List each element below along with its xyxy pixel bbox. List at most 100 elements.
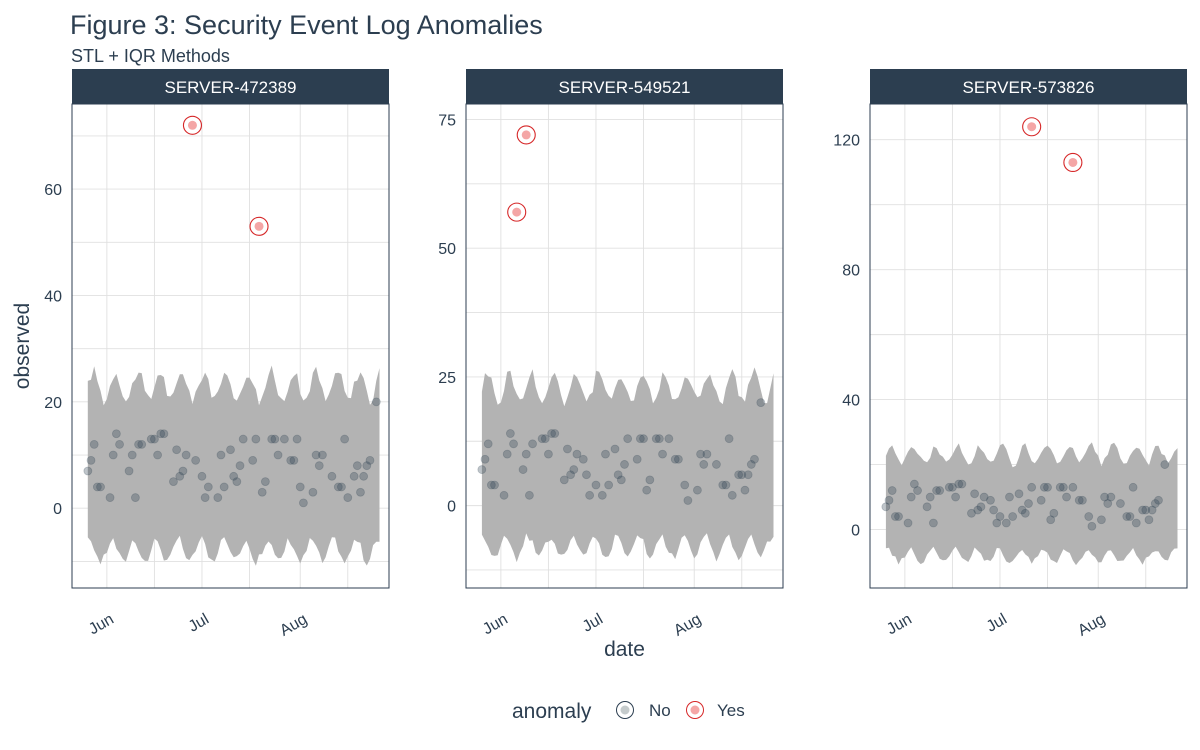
panel-border	[869, 103, 1188, 589]
data-point	[746, 460, 756, 469]
data-point	[620, 460, 629, 469]
x-tick-label: Jun	[884, 611, 915, 639]
facet-panel-2: SERVER-549521 0 25 50 75 Jun Jul Aug date	[438, 69, 784, 661]
data-point	[1138, 505, 1148, 515]
data-point	[1147, 505, 1157, 515]
data-point	[137, 439, 147, 449]
anomaly-point	[1022, 117, 1042, 137]
legend-label-no: No	[649, 701, 671, 720]
anomaly-ring	[516, 125, 536, 145]
data-point	[712, 460, 721, 469]
data-point	[957, 479, 967, 489]
y-axis-title: observed	[11, 303, 34, 389]
data-point	[525, 490, 534, 500]
data-point	[986, 495, 995, 505]
y-tick-label: 80	[842, 263, 860, 280]
y-tick-label: 75	[438, 112, 456, 129]
data-point	[881, 502, 891, 512]
x-tick-label: Jul	[186, 611, 212, 636]
panel-border	[465, 103, 784, 589]
anomaly-point	[249, 216, 269, 236]
x-tick-label: Jun	[86, 611, 117, 639]
data-point	[884, 495, 894, 505]
data-point	[651, 434, 661, 444]
data-point	[89, 439, 99, 449]
data-point	[181, 450, 191, 460]
legend-no-ring	[616, 701, 634, 719]
data-point	[632, 454, 642, 464]
data-point	[352, 461, 362, 471]
data-point	[1036, 495, 1046, 505]
data-point	[906, 492, 916, 502]
data-point	[115, 439, 124, 449]
anomaly-point	[182, 115, 203, 135]
data-point	[337, 482, 346, 492]
data-point	[721, 480, 731, 490]
panel-border	[71, 103, 390, 589]
data-point	[153, 450, 162, 460]
x-tick-label: Jul	[984, 611, 1010, 636]
data-point	[216, 450, 226, 460]
expected-range-band	[87, 365, 380, 566]
data-point	[973, 505, 983, 515]
data-point	[1150, 499, 1160, 508]
data-point	[1046, 515, 1056, 525]
facet-strip-label: SERVER-549521	[559, 78, 691, 97]
data-point	[1144, 515, 1154, 525]
data-point	[572, 449, 582, 459]
data-point	[1097, 515, 1106, 525]
data-point	[1058, 482, 1068, 492]
data-point	[680, 480, 690, 490]
data-point	[1043, 482, 1052, 492]
data-point	[477, 465, 487, 474]
data-point	[359, 471, 369, 481]
data-point	[597, 490, 607, 500]
data-point	[1128, 482, 1138, 492]
data-point	[635, 434, 645, 444]
data-point	[569, 465, 579, 474]
data-point	[169, 477, 178, 487]
data-point	[1049, 508, 1059, 518]
data-point	[1017, 505, 1027, 515]
expected-range-band	[481, 367, 774, 563]
data-point	[1008, 512, 1018, 521]
data-point	[528, 439, 537, 449]
x-tick-label: Jul	[580, 611, 606, 636]
data-point	[702, 449, 712, 459]
data-point	[308, 487, 318, 497]
data-point	[111, 429, 121, 439]
legend: anomaly No Yes	[512, 700, 745, 723]
x-axis-title: date	[604, 638, 645, 661]
data-point	[486, 480, 496, 490]
data-point	[127, 450, 137, 460]
anomaly-ring	[1063, 152, 1083, 173]
data-point	[232, 477, 242, 487]
data-point	[944, 482, 954, 492]
data-point	[267, 434, 277, 444]
data-point	[610, 444, 620, 454]
data-point	[894, 512, 903, 521]
data-point	[578, 454, 588, 464]
data-point	[505, 429, 515, 438]
facet-strip	[72, 69, 389, 104]
data-point	[1020, 508, 1030, 518]
data-point	[150, 434, 159, 444]
data-point	[740, 485, 750, 495]
data-point	[327, 471, 337, 481]
anomaly-ring	[182, 115, 203, 135]
data-point	[547, 429, 556, 438]
anomaly-point	[516, 125, 536, 145]
data-point	[967, 508, 976, 518]
anomaly-ring	[1022, 117, 1042, 137]
data-point	[932, 486, 941, 495]
data-point	[1084, 512, 1094, 521]
data-point	[582, 470, 591, 480]
y-tick-label: 40	[842, 393, 860, 410]
data-point	[362, 461, 372, 471]
data-point	[929, 518, 938, 528]
data-point	[518, 465, 528, 474]
data-point	[1027, 482, 1037, 492]
data-point	[156, 429, 166, 439]
data-point	[979, 492, 989, 502]
data-point	[1103, 499, 1113, 508]
